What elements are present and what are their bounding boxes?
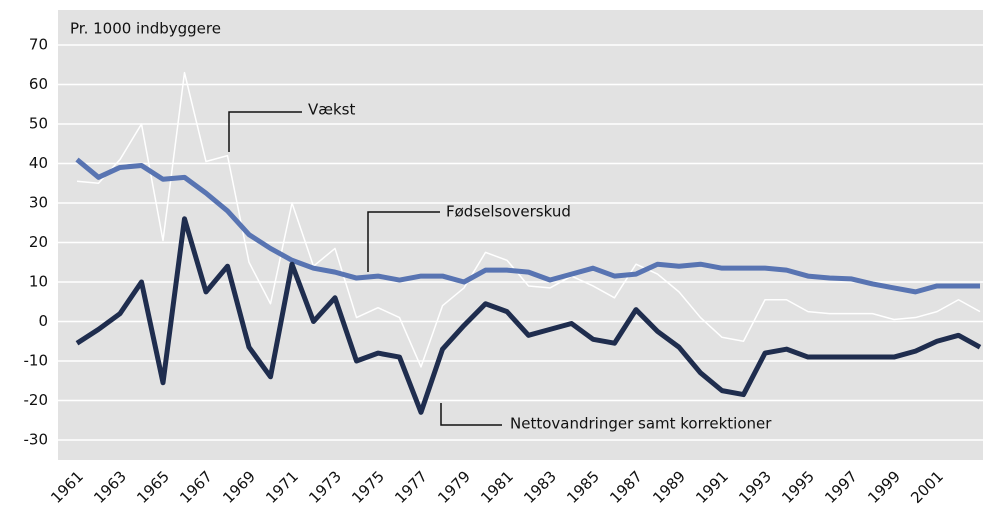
x-tick-label: 1963: [90, 467, 130, 507]
series-line: [76, 71, 981, 368]
y-tick-label: 60: [29, 75, 48, 93]
y-tick-label: -20: [24, 391, 49, 409]
leader-line: [367, 211, 440, 272]
x-tick-label: 1971: [262, 467, 302, 507]
y-tick-label: 30: [29, 194, 48, 212]
x-tick-label: 1995: [778, 467, 818, 507]
y-tick-label: 50: [29, 115, 48, 133]
x-tick-label: 1973: [305, 467, 345, 507]
x-tick-label: 1981: [477, 467, 517, 507]
y-axis-label: Pr. 1000 indbyggere: [70, 20, 221, 38]
plot-background: [58, 10, 983, 460]
series-label: Fødselsoverskud: [446, 203, 571, 221]
series-line: [75, 157, 980, 295]
x-tick-label: 1999: [864, 467, 904, 507]
x-tick-label: 2001: [907, 467, 947, 507]
x-tick-label: 1997: [821, 467, 861, 507]
y-tick-label: -30: [24, 431, 49, 449]
y-tick-label: 20: [29, 233, 48, 251]
x-tick-label: 1961: [47, 467, 87, 507]
leader-line: [228, 111, 302, 152]
x-tick-label: 1991: [692, 467, 732, 507]
y-tick-label: 10: [29, 273, 48, 291]
y-tick-label: 70: [29, 36, 48, 54]
x-tick-label: 1975: [348, 467, 388, 507]
y-tick-label: -10: [24, 352, 49, 370]
x-tick-label: 1985: [563, 467, 603, 507]
x-tick-label: 1987: [606, 467, 646, 507]
series-line: [75, 216, 982, 415]
x-tick-label: 1965: [133, 467, 173, 507]
y-tick-label: 40: [29, 154, 48, 172]
x-tick-label: 1979: [434, 467, 474, 507]
x-tick-label: 1967: [176, 467, 216, 507]
series-label: Vækst: [308, 101, 355, 119]
x-tick-label: 1993: [735, 467, 775, 507]
x-tick-label: 1989: [649, 467, 689, 507]
x-tick-label: 1969: [219, 467, 259, 507]
series-label: Nettovandringer samt korrektioner: [510, 415, 772, 433]
x-tick-label: 1983: [520, 467, 560, 507]
y-tick-label: 0: [38, 312, 48, 330]
leader-line: [440, 403, 502, 426]
x-tick-label: 1977: [391, 467, 431, 507]
